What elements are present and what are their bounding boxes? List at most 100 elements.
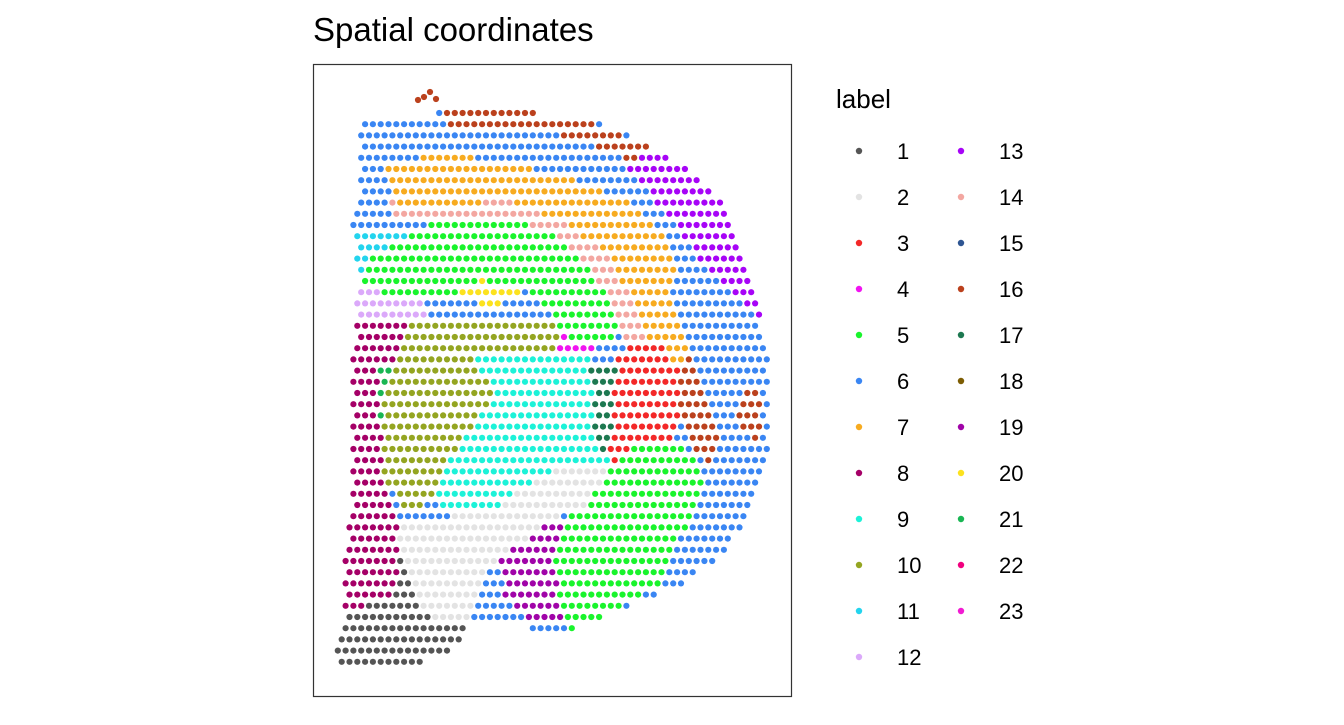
spot-point: [557, 188, 564, 195]
spot-point: [373, 154, 380, 161]
spot-point: [529, 580, 536, 587]
spot-point: [580, 233, 587, 240]
legend-label-1: 1: [897, 139, 909, 164]
spot-point: [358, 177, 365, 184]
spot-point: [471, 188, 478, 195]
spot-point: [354, 367, 361, 374]
spot-point: [404, 244, 412, 251]
spot-point: [557, 233, 564, 240]
spot-point: [533, 479, 540, 486]
spot-point: [607, 378, 614, 385]
spot-point: [393, 277, 400, 285]
spot-point: [631, 401, 638, 408]
spot-point: [752, 479, 759, 486]
spot-point: [521, 199, 529, 206]
spot-point: [494, 165, 501, 173]
spot-point: [440, 210, 447, 217]
spot-point: [724, 378, 731, 385]
spot-point: [506, 513, 513, 520]
spot-point: [674, 345, 681, 352]
spot-point: [432, 300, 439, 307]
spot-point: [389, 445, 396, 453]
spot-point: [404, 602, 412, 609]
spot-point: [662, 490, 669, 497]
spot-point: [635, 277, 642, 285]
spot-point: [369, 524, 376, 531]
spot-point: [670, 401, 677, 408]
spot-point: [510, 322, 517, 329]
spot-point: [533, 524, 540, 531]
spot-point: [615, 490, 622, 497]
spot-point: [471, 457, 478, 464]
spot-point: [537, 468, 544, 475]
spot-point: [557, 412, 564, 419]
spot-point: [611, 591, 618, 598]
spot-point: [658, 300, 665, 307]
spot-point: [677, 266, 685, 273]
spot-point: [498, 580, 505, 587]
spot-point: [529, 311, 536, 318]
spot-point: [619, 143, 626, 150]
scatter-points: [334, 88, 770, 665]
spot-point: [373, 602, 380, 609]
spot-point: [588, 434, 595, 441]
spot-point: [705, 345, 712, 352]
spot-point: [752, 345, 759, 352]
spot-point: [479, 277, 486, 285]
spot-point: [408, 524, 415, 531]
spot-point: [654, 333, 661, 341]
spot-point: [432, 277, 439, 285]
spot-point: [510, 434, 517, 441]
spot-point: [560, 311, 568, 318]
spot-point: [342, 625, 349, 632]
spot-point: [521, 177, 529, 184]
spot-point: [385, 233, 392, 240]
spot-point: [709, 378, 716, 385]
spot-point: [365, 221, 373, 229]
spot-point: [506, 490, 513, 497]
spot-point: [677, 423, 685, 430]
spot-point: [436, 154, 443, 161]
spot-point: [627, 412, 634, 419]
spot-point: [642, 345, 650, 352]
spot-point: [631, 423, 638, 430]
spot-point: [611, 457, 618, 464]
spot-point: [596, 524, 603, 531]
spot-point: [736, 479, 743, 486]
spot-point: [455, 546, 462, 553]
spot-point: [541, 165, 548, 173]
spot-point: [677, 580, 685, 587]
spot-point: [369, 591, 376, 598]
spot-point: [401, 546, 408, 553]
spot-point: [498, 490, 505, 497]
spot-point: [529, 423, 536, 430]
spot-point: [443, 535, 451, 542]
spot-point: [518, 501, 525, 509]
spot-point: [401, 165, 408, 173]
spot-point: [424, 233, 431, 240]
spot-point: [537, 199, 544, 206]
spot-point: [642, 233, 650, 240]
legend-key-8: [855, 469, 863, 477]
spot-point: [596, 345, 603, 352]
spot-point: [568, 356, 575, 363]
spot-point: [631, 378, 638, 385]
spot-point: [447, 546, 454, 553]
spot-point: [479, 434, 486, 441]
spot-point: [638, 356, 646, 363]
spot-point: [541, 277, 548, 285]
spot-point: [385, 434, 392, 441]
spot-point: [486, 367, 493, 374]
spot-point: [471, 479, 478, 486]
spot-point: [611, 412, 618, 419]
spot-point: [518, 457, 525, 464]
spot-point: [471, 389, 478, 397]
spot-point: [369, 233, 376, 240]
spot-point: [377, 501, 384, 509]
spot-point: [408, 591, 415, 598]
spot-point: [740, 266, 747, 273]
spot-point: [362, 233, 369, 240]
spot-point: [674, 255, 681, 262]
spot-point: [580, 412, 587, 419]
spot-point: [373, 557, 380, 565]
